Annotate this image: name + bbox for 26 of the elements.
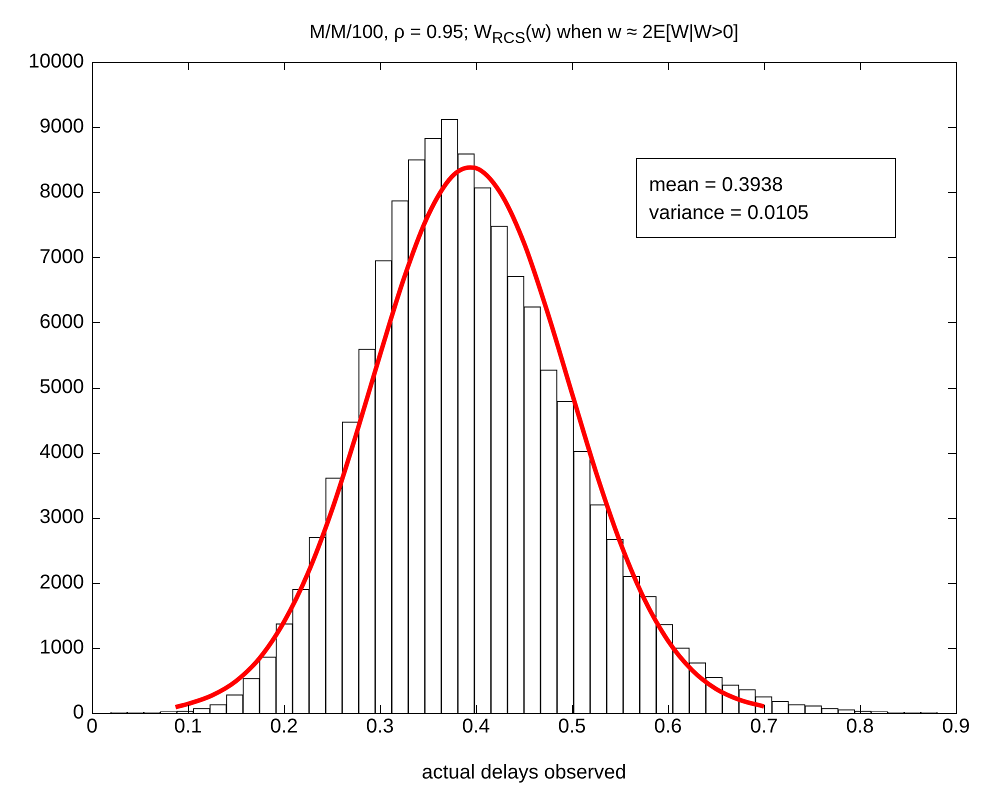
x-tick-label: 0.6: [654, 716, 682, 738]
y-tick-label: 4000: [40, 441, 84, 464]
y-tick-label: 9000: [40, 116, 84, 138]
x-tick-label: 0.1: [174, 716, 202, 738]
text-box: mean = 0.3938 variance = 0.0105: [636, 158, 896, 238]
x-tick-label: 0.2: [270, 716, 298, 738]
x-tick-label: 0.8: [846, 716, 874, 738]
y-tick-label: 5000: [40, 376, 84, 398]
x-tick-label: 0: [86, 716, 98, 738]
chart-title: M/M/100, ρ = 0.95; W$_{RCS}$(w) when w ≈ 2E[W|W>0]: [308, 22, 740, 48]
y-tick-label: 0: [72, 702, 84, 724]
x-tick-label: 0.5: [558, 716, 586, 738]
y-tick-label: 10000: [28, 50, 84, 73]
annotation: mean = 0.3938: [649, 173, 784, 198]
y-tick-label: 3000: [40, 506, 84, 528]
x-tick-label: 0.9: [942, 716, 970, 738]
y-tick-label: 1000: [40, 636, 84, 658]
x-tick-label: 0.4: [462, 716, 490, 738]
x-axis-title: actual delays observed: [422, 762, 626, 784]
y-tick-label: 8000: [40, 180, 84, 203]
annotation: variance = 0.0105: [649, 201, 810, 226]
y-tick-label: 6000: [40, 310, 84, 333]
x-tick-label: 0.7: [750, 716, 778, 738]
y-tick-label: 7000: [40, 246, 84, 268]
y-tick-label: 2000: [40, 571, 84, 594]
x-tick-label: 0.3: [366, 716, 394, 738]
